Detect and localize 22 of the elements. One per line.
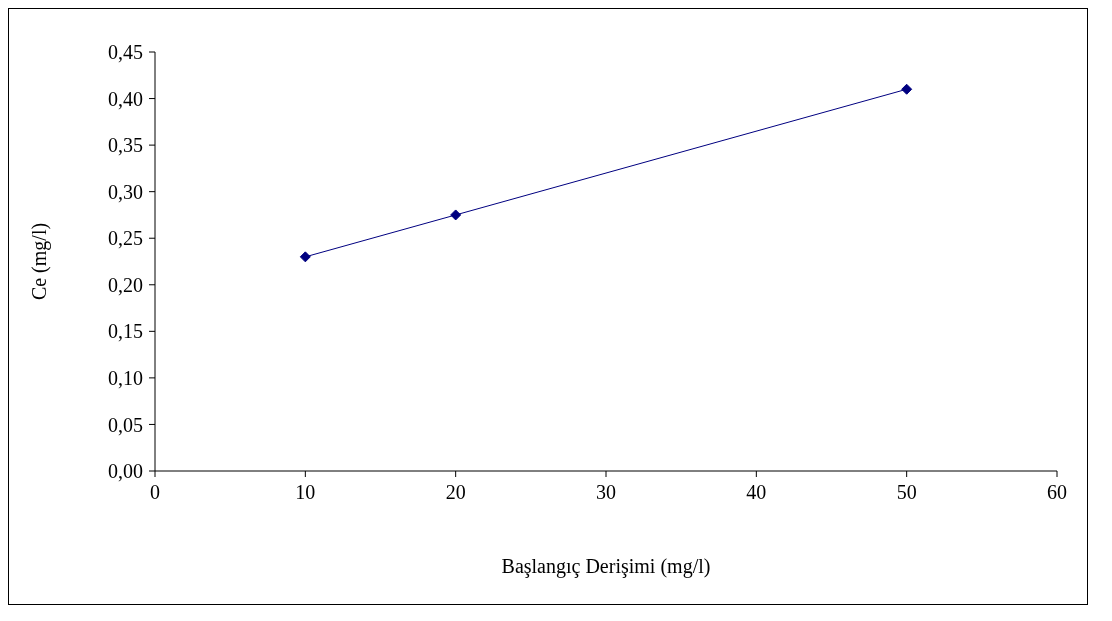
y-tick-label: 0,35: [108, 134, 143, 157]
x-tick-label: 0: [150, 481, 160, 504]
x-tick-label: 50: [896, 481, 917, 504]
y-tick-label: 0,45: [108, 41, 143, 64]
point: [901, 83, 913, 95]
point: [299, 251, 311, 263]
point: [450, 209, 462, 221]
y-tick-label: 0,10: [108, 366, 143, 389]
y-tick-label: 0,30: [108, 180, 143, 203]
x-tick-label: 40: [746, 481, 767, 504]
x-tick-label: 30: [596, 481, 616, 504]
y-tick-label: 0,20: [108, 273, 143, 296]
x-tick-label: 10: [295, 481, 316, 504]
x-axis-title: Başlangıç Derişimi (mg/l): [501, 555, 711, 578]
x-tick-label: 60: [1047, 481, 1067, 504]
y-axis-title: Ce (mg/l): [28, 222, 52, 301]
x-tick-label: 20: [445, 481, 466, 504]
y-tick-label: 0,25: [108, 227, 143, 250]
y-tick-label: 0,00: [108, 460, 143, 483]
y-tick-label: 0,15: [108, 320, 143, 343]
y-tick-label: 0,40: [108, 87, 143, 110]
y-tick-label: 0,05: [108, 413, 143, 436]
